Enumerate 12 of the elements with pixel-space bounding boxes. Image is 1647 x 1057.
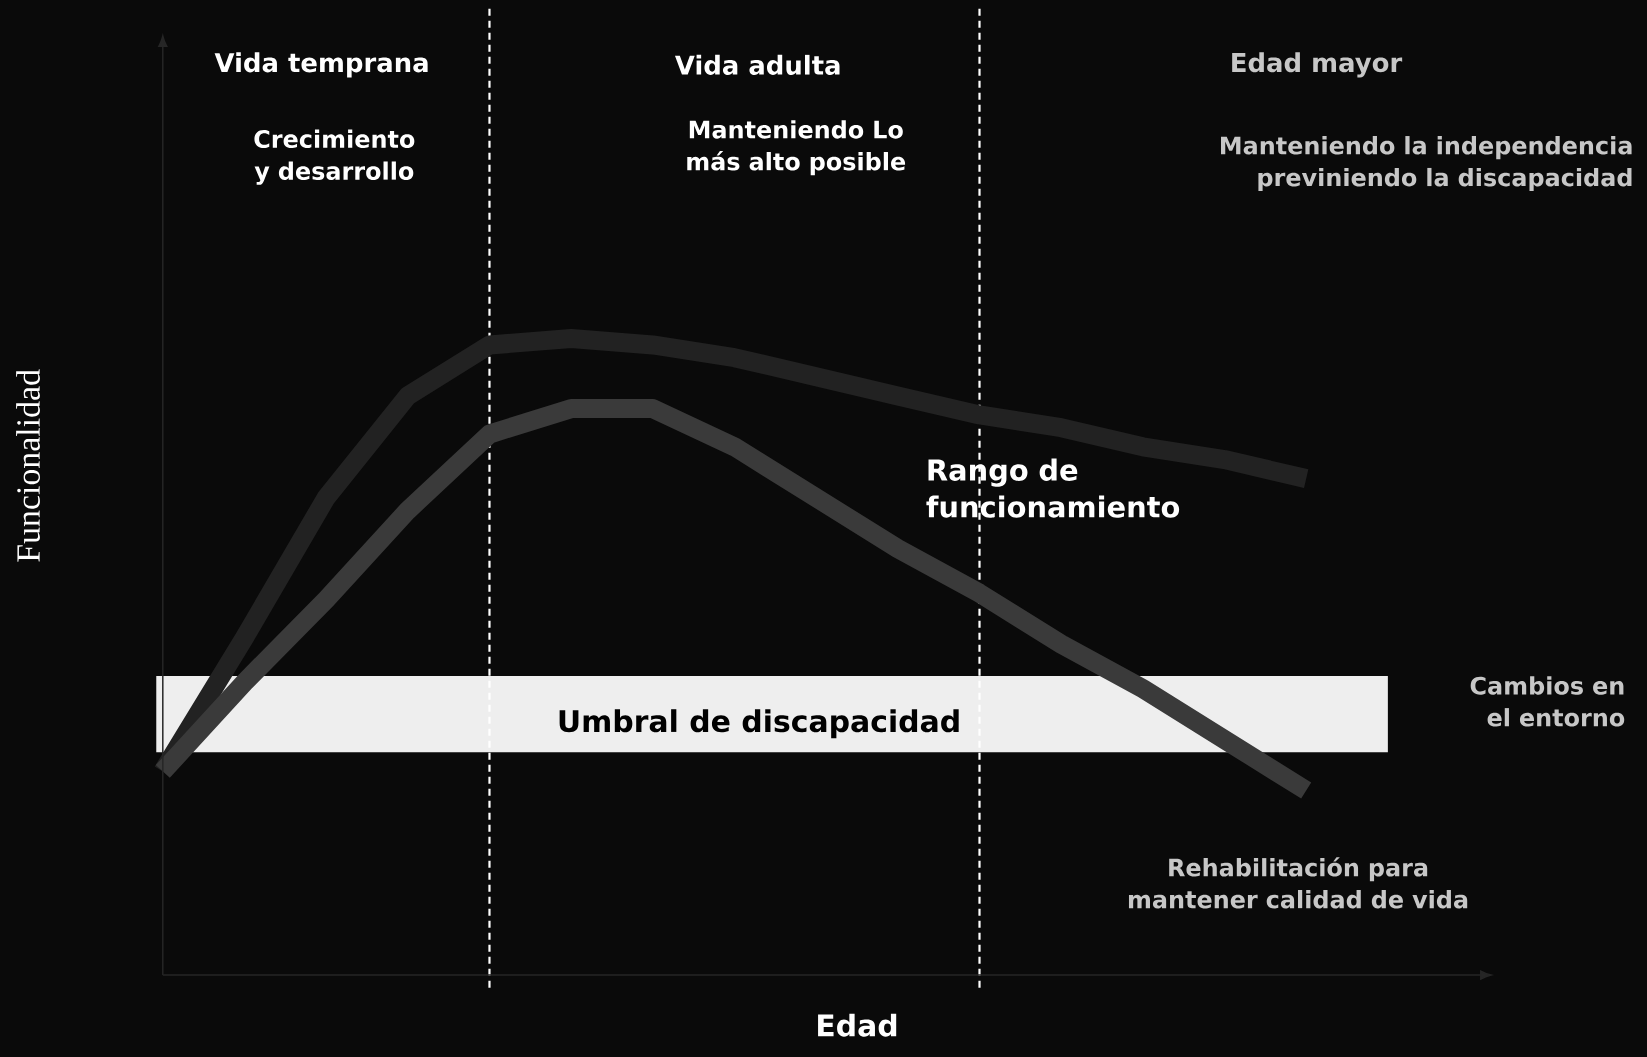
text: Manteniendo la independencia previniendo la discapacidad [1221,136,1632,192]
annotation: Rehabilitación para mantener calidad de vida [1128,857,1468,909]
text: Vida adulta [674,54,840,75]
text: Crecimiento y desarrollo [254,129,415,185]
text: Vida temprana [214,52,428,78]
text: Manteniendo Lo más alto posible [687,120,906,176]
band-label: Umbral de discapacidad [559,709,959,739]
text: Edad mayor [1232,52,1403,78]
annotation: Rango de funcionamiento [926,458,1180,518]
x-axis-title: Edad [818,1013,897,1037]
text: Cambios en el entorno [1470,676,1625,727]
y-axis-title: Funcionalidad [16,369,40,562]
